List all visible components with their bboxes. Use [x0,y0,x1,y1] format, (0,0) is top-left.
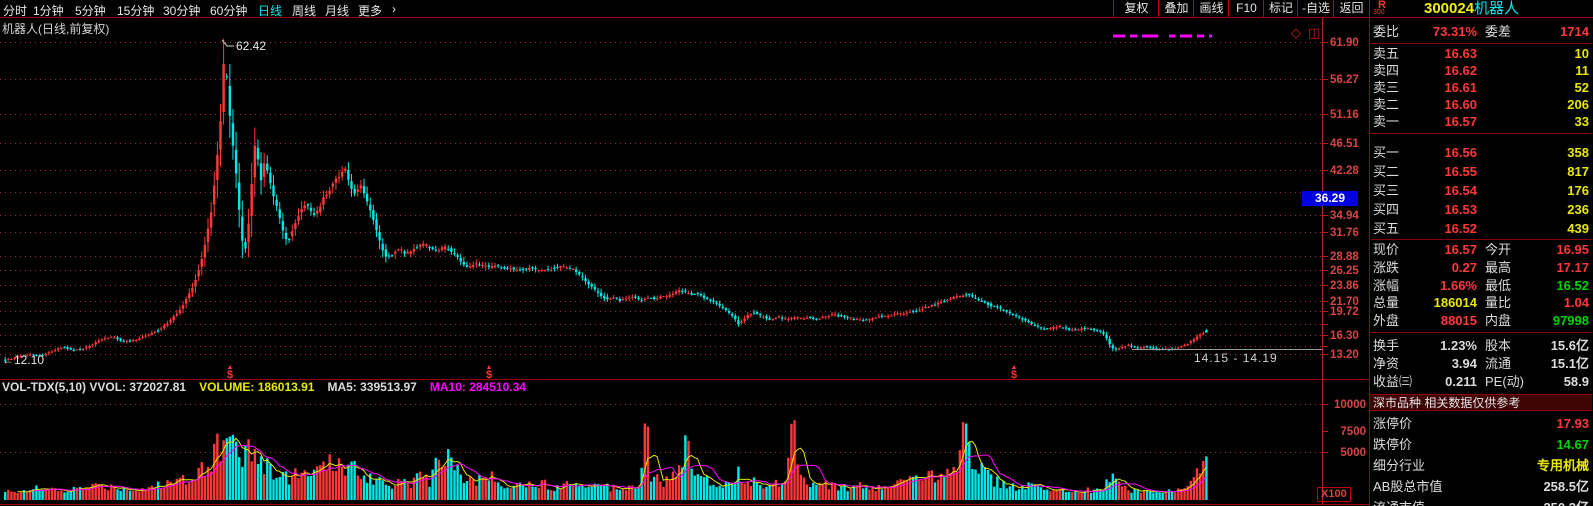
quote-row-27: AB股总市值 258.5亿 [1373,479,1589,494]
tool-0[interactable]: 复权 [1113,0,1159,17]
dollar-icon: $ [226,369,234,381]
period-item-10[interactable]: › [392,2,396,16]
period-item-0[interactable]: 分时 [3,4,28,18]
tool-1[interactable]: 叠加 [1158,0,1194,17]
market-notice-band: 深市品种 相关数据仅供参考 [1370,394,1592,411]
svg-text:61.90: 61.90 [1330,37,1359,49]
quote-row-16: 涨幅 1.66% 最低 16.52 [1373,278,1589,293]
dividend-marker-0[interactable]: ▲ $ [224,364,236,381]
quote-row-15: 涨跌 0.27 最高 17.17 [1373,260,1589,275]
vol-header-seg-0: VOL-TDX(5,10) VVOL: 372027.81 [2,380,187,394]
svg-text:46.51: 46.51 [1330,138,1359,150]
quote-row-26: 细分行业 专用机械 [1373,458,1589,473]
quote-row-3[interactable]: 卖四 16.62 11 [1373,63,1589,78]
svg-text:5000: 5000 [1340,447,1366,459]
dollar-icon: $ [485,369,493,381]
period-item-7[interactable]: 周线 [292,4,317,18]
quote-row-10[interactable]: 买三 16.54 176 [1373,183,1589,198]
svg-text:34.94: 34.94 [1330,210,1359,222]
quote-row-12[interactable]: 买五 16.52 439 [1373,221,1589,236]
svg-text:21.70: 21.70 [1330,296,1359,308]
period-item-5[interactable]: 60分钟 [210,4,248,18]
quote-row-2[interactable]: 卖五 16.63 10 [1373,46,1589,61]
marker-arrow-icon: ▲ [226,364,234,371]
left-arrow-icon: ← [2,353,14,367]
period-item-8[interactable]: 月线 [325,4,350,18]
vol-header-seg-3: MA10: 284510.34 [429,380,526,394]
svg-text:19.72: 19.72 [1330,306,1359,318]
volume-indicator-header: VOL-TDX(5,10) VVOL: 372027.81 VOLUME: 186… [2,380,526,394]
svg-text:7500: 7500 [1340,426,1366,438]
dollar-icon: $ [1010,369,1018,381]
period-item-4[interactable]: 30分钟 [163,4,201,18]
quote-row-11[interactable]: 买四 16.53 236 [1373,202,1589,217]
top-toolbar: 分时 1分钟 5分钟 15分钟 30分钟 60分钟 日线 周线 月线 更多 › 复权 叠加 画线 F10 标… [0,0,1593,18]
tool-2[interactable]: 画线 [1193,0,1229,17]
period-item-1[interactable]: 1分钟 [33,4,64,18]
tool-3[interactable]: F10 [1228,0,1264,17]
period-item-6[interactable]: 日线 [258,4,283,18]
quote-row-17: 总量 186014 量比 1.04 [1373,295,1589,310]
peak-price-label: 62.42 [236,39,267,53]
quote-row-21: 净资 3.94 流通 15.1亿 [1373,356,1589,371]
volume-unit-box: X100 [1317,487,1351,502]
quote-row-28: 流通市值250.2亿 [1371,500,1591,506]
tool-4[interactable]: 标记 [1263,0,1298,17]
pane-split-icon[interactable]: ◫ [1308,25,1321,40]
quote-row-6[interactable]: 卖一 16.57 33 [1373,114,1589,129]
board-badge: 300 [1373,9,1385,16]
start-price-label: ←12.10 [2,353,45,367]
svg-text:31.76: 31.76 [1330,227,1359,239]
panel-separator [1371,332,1592,333]
tool-5[interactable]: -自选 [1297,0,1334,17]
axis-cursor-price-label: 36.29 [1302,191,1358,206]
quote-row-8[interactable]: 买一 16.56 358 [1373,145,1589,160]
marker-arrow-icon: ▲ [485,364,493,371]
quote-row-18: 外盘 88015 内盘 97998 [1373,313,1589,328]
quote-row-24: 涨停价 17.93 [1373,416,1589,431]
quote-row-4[interactable]: 卖三 16.61 52 [1373,80,1589,95]
quote-row-25: 跌停价 14.67 [1373,437,1589,452]
period-item-3[interactable]: 15分钟 [117,4,155,18]
dividend-marker-1[interactable]: ▲ $ [483,364,495,381]
quote-row-5[interactable]: 卖二 16.60 206 [1373,97,1589,112]
dividend-marker-2[interactable]: ▲ $ [1008,364,1020,381]
chart-title: 机器人(日线,前复权) [2,22,110,36]
svg-text:26.25: 26.25 [1330,265,1359,277]
period-item-9[interactable]: 更多 [358,4,383,18]
svg-text:28.88: 28.88 [1330,251,1359,263]
quote-row-20: 换手 1.23% 股本 15.6亿 [1373,338,1589,353]
quote-row-22: 收益㈢ 0.211 PE(动) 58.9 [1373,374,1589,389]
vol-header-seg-1: VOLUME: 186013.91 [199,380,315,394]
diamond-icon[interactable]: ◇ [1291,25,1301,40]
marker-arrow-icon: ▲ [1010,364,1018,371]
quote-row-0: 委比 73.31% 委差 1714 [1373,24,1589,39]
tool-6[interactable]: 返回 [1333,0,1370,17]
quote-row-14: 现价 16.57 今开 16.95 [1373,242,1589,257]
svg-text:10000: 10000 [1334,399,1366,411]
stock-code: 300024 [1424,0,1475,17]
support-range-label: 14.15 - 14.19 [1194,351,1278,365]
panel-separator [1371,133,1592,134]
svg-text:23.86: 23.86 [1330,280,1359,292]
stock-name: 机器人 [1474,0,1520,17]
vol-header-seg-2: MA5: 339513.97 [327,380,417,394]
panel-separator [1371,239,1592,240]
svg-text:56.27: 56.27 [1330,74,1359,86]
margin-badge: R [1378,0,1386,11]
svg-text:16.30: 16.30 [1330,330,1359,342]
svg-text:51.16: 51.16 [1330,109,1359,121]
panel-separator [1371,43,1592,44]
svg-text:42.28: 42.28 [1330,165,1359,177]
quote-row-9[interactable]: 买二 16.55 817 [1373,164,1589,179]
svg-text:13.20: 13.20 [1330,349,1359,361]
period-item-2[interactable]: 5分钟 [75,4,106,18]
